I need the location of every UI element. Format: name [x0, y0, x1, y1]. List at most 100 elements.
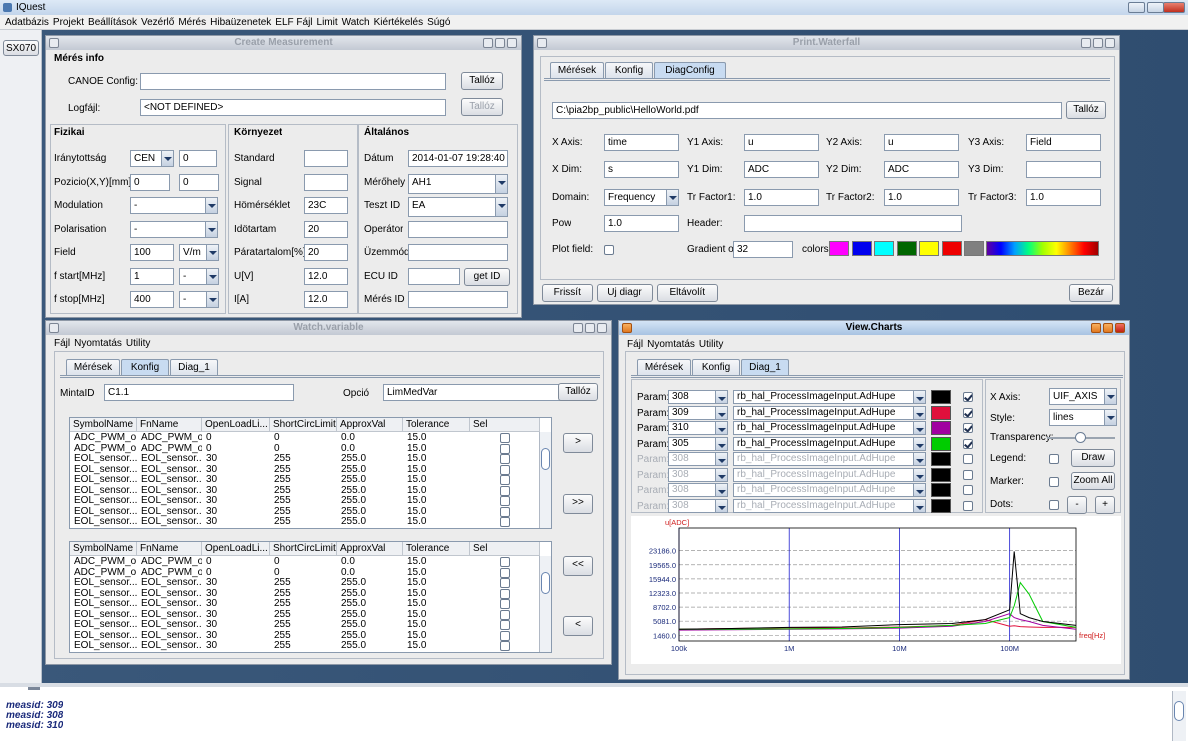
- combo-box[interactable]: 305: [668, 436, 728, 451]
- button[interactable]: >: [563, 433, 593, 453]
- combo-box[interactable]: 310: [668, 421, 728, 435]
- tab[interactable]: Mérések: [550, 62, 604, 78]
- color-swatch[interactable]: [941, 241, 962, 256]
- button[interactable]: +: [1095, 496, 1115, 514]
- menu-item[interactable]: Mérés: [178, 17, 207, 28]
- checkbox[interactable]: [500, 485, 510, 496]
- scrollbar[interactable]: [539, 432, 551, 528]
- checkbox[interactable]: [963, 423, 973, 433]
- button[interactable]: Tallóz: [1066, 101, 1106, 119]
- text-input[interactable]: [408, 291, 508, 308]
- text-input[interactable]: 20: [304, 220, 348, 238]
- text-input[interactable]: 23C: [304, 197, 348, 214]
- combo-box[interactable]: 308: [668, 467, 728, 482]
- checkbox[interactable]: [500, 517, 510, 527]
- text-input[interactable]: 400: [130, 291, 174, 308]
- menu-item[interactable]: Kiértékelés: [373, 17, 424, 28]
- splitter-handle[interactable]: [28, 687, 40, 690]
- checkbox[interactable]: [500, 475, 510, 485]
- menu-item[interactable]: Watch: [341, 17, 370, 28]
- color-swatch[interactable]: [919, 241, 939, 256]
- color-swatch[interactable]: [851, 241, 872, 256]
- checkbox[interactable]: [500, 620, 510, 630]
- button[interactable]: Eltávolít: [656, 284, 718, 302]
- combo-box[interactable]: rb_hal_ProcessImageInput.AdHupe: [733, 498, 926, 513]
- combo-box[interactable]: rb_hal_ProcessImageInput.AdHupe: [733, 421, 926, 435]
- scrollbar[interactable]: [539, 556, 551, 652]
- text-input[interactable]: 0: [130, 173, 170, 191]
- window-menu-icon[interactable]: [49, 38, 59, 48]
- window-min-button[interactable]: [573, 323, 583, 333]
- text-input[interactable]: <NOT DEFINED>: [140, 99, 446, 116]
- combo-box[interactable]: rb_hal_ProcessImageInput.AdHupe: [733, 483, 926, 497]
- window-menu-icon[interactable]: [49, 323, 59, 333]
- window-max-button[interactable]: [495, 38, 505, 48]
- checkbox[interactable]: [963, 407, 973, 418]
- menu-item[interactable]: Vezérlő: [140, 17, 175, 28]
- checkbox[interactable]: [963, 469, 973, 480]
- checkbox[interactable]: [963, 438, 973, 449]
- text-input[interactable]: ADC: [744, 161, 819, 178]
- combo-box[interactable]: EA: [408, 197, 508, 217]
- text-input[interactable]: u: [744, 134, 819, 151]
- text-input[interactable]: C:\pia2bp_public\HelloWorld.pdf: [552, 102, 1062, 119]
- checkbox[interactable]: [500, 641, 510, 651]
- button[interactable]: Draw: [1071, 449, 1115, 467]
- checkbox[interactable]: [963, 392, 973, 402]
- param-color[interactable]: [931, 452, 951, 466]
- button[interactable]: get ID: [464, 267, 510, 286]
- checkbox[interactable]: [500, 506, 510, 517]
- menu-item[interactable]: Adatbázis: [5, 17, 49, 28]
- text-input[interactable]: 100: [130, 244, 174, 261]
- text-input[interactable]: 1.0: [744, 189, 819, 206]
- text-input[interactable]: 12.0: [304, 267, 348, 285]
- color-swatch[interactable]: [829, 241, 849, 256]
- window-max-button[interactable]: [1103, 323, 1113, 333]
- checkbox[interactable]: [500, 630, 510, 641]
- tab[interactable]: Konfig: [692, 359, 740, 375]
- text-input[interactable]: 2014-01-07 19:28:40: [408, 150, 508, 167]
- menu-item[interactable]: Fájl: [627, 339, 644, 350]
- param-color[interactable]: [931, 421, 951, 435]
- combo-box[interactable]: 308: [668, 498, 728, 513]
- combo-box[interactable]: 308: [668, 483, 728, 497]
- menu-item[interactable]: ELF Fájl: [275, 17, 313, 28]
- text-input[interactable]: s: [604, 161, 679, 178]
- combo-box[interactable]: 308: [668, 390, 728, 404]
- window-menu-icon[interactable]: [622, 323, 632, 333]
- scroll-thumb[interactable]: [541, 448, 550, 470]
- text-input[interactable]: ADC: [884, 161, 959, 178]
- text-input[interactable]: [1026, 161, 1101, 178]
- combo-box[interactable]: rb_hal_ProcessImageInput.AdHupe: [733, 467, 926, 482]
- window-max-button[interactable]: [585, 323, 595, 333]
- combo-box[interactable]: CEN: [130, 150, 174, 167]
- window-x-button[interactable]: [1105, 38, 1115, 48]
- text-input[interactable]: time: [604, 134, 679, 151]
- menu-item[interactable]: Limit: [316, 17, 338, 28]
- menu-item[interactable]: Nyomtatás: [647, 339, 695, 350]
- combo-box[interactable]: -: [179, 291, 219, 308]
- button[interactable]: Tallóz: [461, 98, 503, 116]
- text-input[interactable]: [408, 220, 508, 238]
- button[interactable]: >>: [563, 494, 593, 514]
- button[interactable]: -: [1067, 496, 1087, 514]
- text-input[interactable]: 1: [130, 267, 174, 285]
- menu-item[interactable]: Beállítások: [88, 17, 137, 28]
- checkbox[interactable]: [500, 464, 510, 475]
- combo-box[interactable]: -: [179, 267, 219, 285]
- button[interactable]: SX070: [3, 40, 39, 56]
- text-input[interactable]: 12.0: [304, 291, 348, 308]
- tab[interactable]: Diag_1: [170, 359, 218, 375]
- text-input[interactable]: [140, 73, 446, 90]
- text-input[interactable]: [304, 150, 348, 167]
- color-swatch[interactable]: [874, 241, 894, 256]
- window-x-button[interactable]: [597, 323, 607, 333]
- param-color[interactable]: [931, 436, 951, 451]
- combo-box[interactable]: V/m: [179, 244, 219, 261]
- checkbox[interactable]: [500, 588, 510, 599]
- text-input[interactable]: 20: [304, 244, 348, 261]
- menu-item[interactable]: Utility: [125, 338, 151, 349]
- button[interactable]: Frissít: [542, 284, 593, 302]
- combo-box[interactable]: AH1: [408, 173, 508, 194]
- combo-box[interactable]: UIF_AXIS: [1049, 388, 1117, 405]
